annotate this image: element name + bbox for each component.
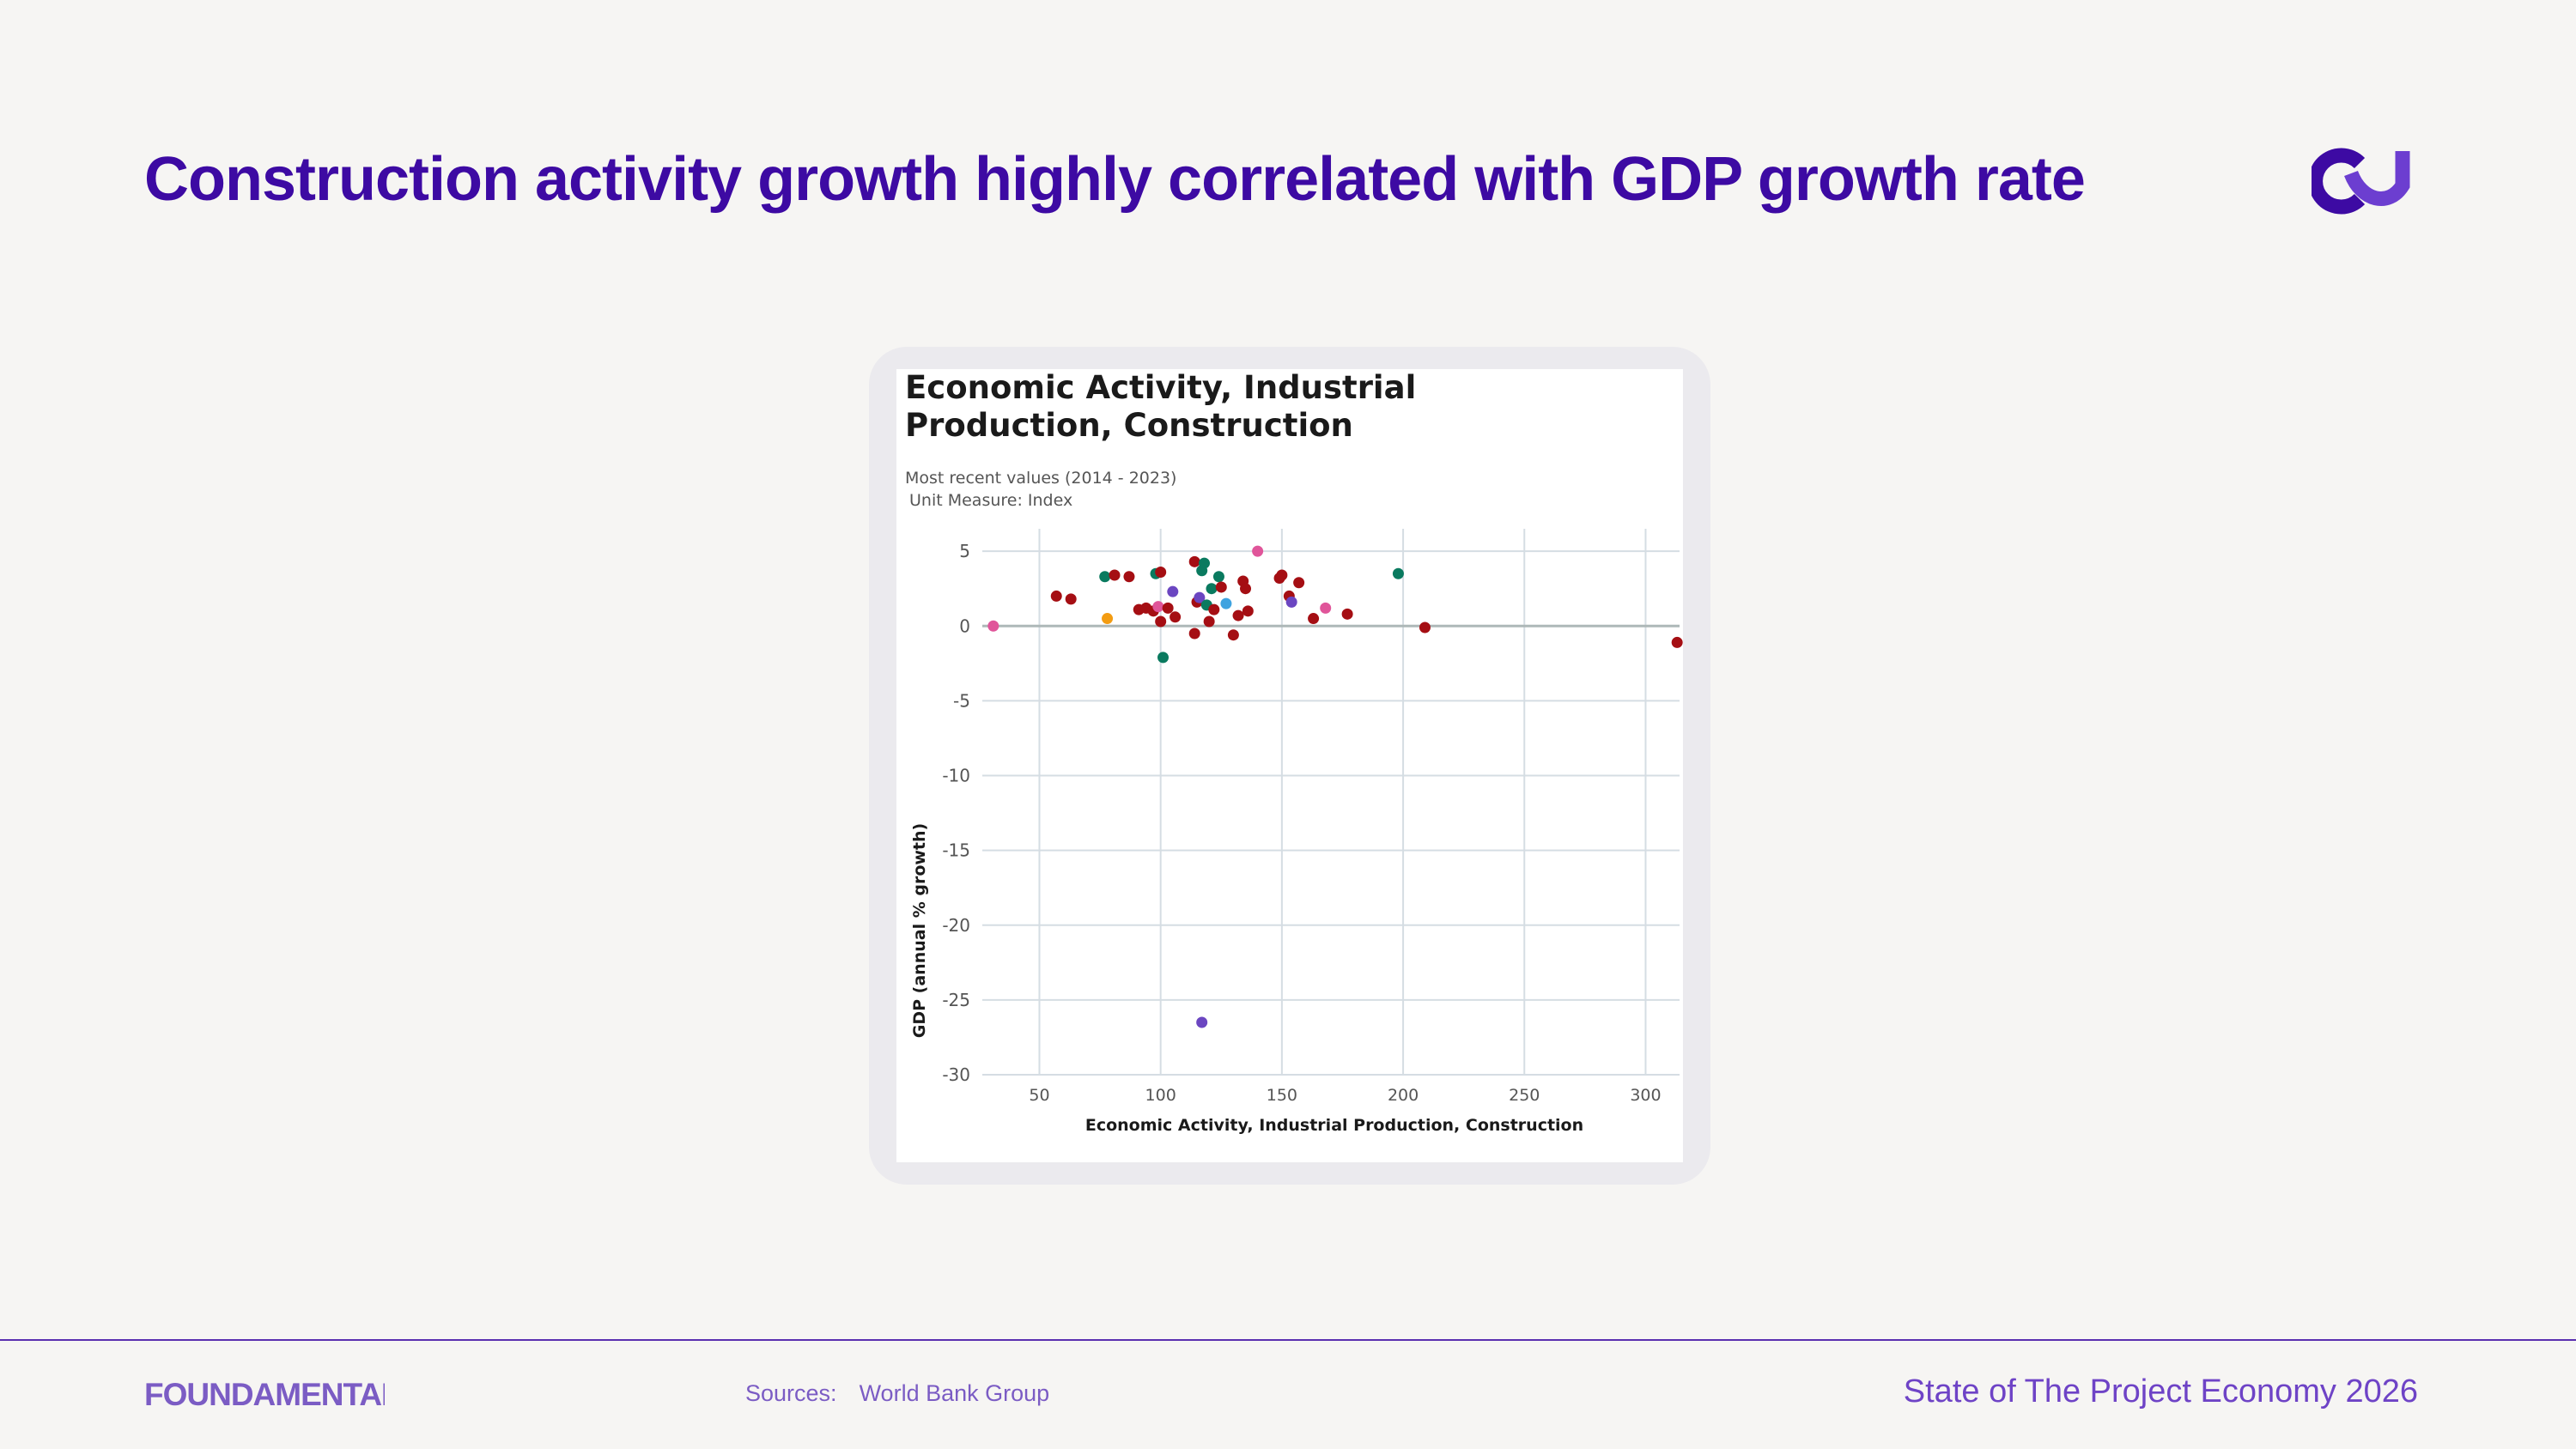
data-point bbox=[1155, 615, 1167, 627]
data-point bbox=[1123, 571, 1135, 583]
data-point bbox=[1252, 545, 1264, 557]
cu-monogram-icon bbox=[2312, 148, 2410, 215]
data-point bbox=[1419, 621, 1431, 634]
y-tick-label: -30 bbox=[942, 1064, 970, 1085]
data-point bbox=[1392, 567, 1404, 579]
footer-divider bbox=[0, 1339, 2576, 1341]
x-tick-label: 250 bbox=[1509, 1086, 1540, 1105]
x-tick-label: 50 bbox=[1029, 1086, 1049, 1105]
data-point bbox=[1227, 629, 1239, 641]
data-point bbox=[1162, 602, 1174, 614]
y-axis-label: GDP (annual % growth) bbox=[910, 823, 929, 1038]
data-point bbox=[1215, 581, 1227, 593]
slide-title: Construction activity growth highly corr… bbox=[144, 145, 2086, 214]
chart-panel: Economic Activity, Industrial Production… bbox=[896, 369, 1683, 1162]
data-point bbox=[1671, 636, 1683, 648]
y-tick-label: -15 bbox=[942, 840, 970, 861]
data-point bbox=[1099, 571, 1111, 583]
y-tick-label: -20 bbox=[942, 915, 970, 936]
sources-label: Sources: bbox=[745, 1380, 837, 1406]
data-point bbox=[1188, 627, 1200, 640]
data-point bbox=[1276, 569, 1288, 581]
data-point bbox=[1199, 557, 1211, 569]
data-point bbox=[1206, 583, 1218, 595]
chart-subtitle: Most recent values (2014 - 2023) bbox=[905, 469, 1177, 488]
y-tick-label: 0 bbox=[959, 615, 970, 636]
y-tick-label: -10 bbox=[942, 766, 970, 786]
data-point bbox=[1232, 609, 1244, 621]
data-point bbox=[1285, 596, 1297, 608]
chart-card: Economic Activity, Industrial Production… bbox=[869, 347, 1710, 1185]
data-point bbox=[1320, 602, 1332, 614]
data-point bbox=[1152, 601, 1164, 613]
chart-subtitle-block: Most recent values (2014 - 2023) Unit Me… bbox=[905, 467, 1176, 512]
sources-value: World Bank Group bbox=[859, 1380, 1050, 1406]
y-tick-label: -5 bbox=[953, 690, 970, 711]
data-point bbox=[1220, 597, 1232, 609]
data-point bbox=[1341, 608, 1353, 620]
x-axis-label: Economic Activity, Industrial Production… bbox=[1085, 1116, 1583, 1135]
data-point bbox=[1167, 585, 1179, 597]
x-tick-label: 200 bbox=[1388, 1086, 1419, 1105]
chart-unit-note: Unit Measure: Index bbox=[909, 491, 1073, 510]
data-point bbox=[1155, 567, 1167, 579]
data-point bbox=[1194, 591, 1206, 603]
data-point bbox=[1157, 652, 1169, 664]
data-point bbox=[1188, 555, 1200, 567]
y-tick-label: -25 bbox=[942, 990, 970, 1010]
x-tick-label: 300 bbox=[1630, 1086, 1661, 1105]
y-tick-label: 5 bbox=[959, 541, 970, 561]
data-point bbox=[1203, 615, 1215, 627]
data-point bbox=[1208, 603, 1220, 615]
svg-text:FOUNDAMENTAL: FOUNDAMENTAL bbox=[144, 1377, 385, 1411]
data-point bbox=[1170, 611, 1182, 623]
data-point bbox=[1050, 590, 1062, 602]
data-point bbox=[1109, 569, 1121, 581]
chart-title: Economic Activity, Industrial Production… bbox=[905, 369, 1417, 444]
x-tick-label: 100 bbox=[1145, 1086, 1176, 1105]
foundamental-wordmark-logo: FOUNDAMENTAL bbox=[144, 1377, 385, 1411]
data-point bbox=[1308, 613, 1320, 625]
data-point bbox=[1293, 577, 1305, 589]
footer-sources: Sources: World Bank Group bbox=[745, 1380, 1049, 1407]
scatter-plot: 50 100 150 200 250 30050-5-10-15-20-25-30Econ… bbox=[910, 529, 1683, 1135]
data-point bbox=[1212, 571, 1224, 583]
data-point bbox=[1240, 583, 1252, 595]
data-point bbox=[987, 620, 999, 632]
data-point bbox=[1065, 593, 1077, 605]
data-point bbox=[1102, 613, 1114, 625]
report-name: State of The Project Economy 2026 bbox=[1903, 1373, 2418, 1410]
data-point bbox=[1196, 1016, 1208, 1028]
data-point bbox=[1242, 605, 1254, 617]
x-tick-label: 150 bbox=[1267, 1086, 1297, 1105]
